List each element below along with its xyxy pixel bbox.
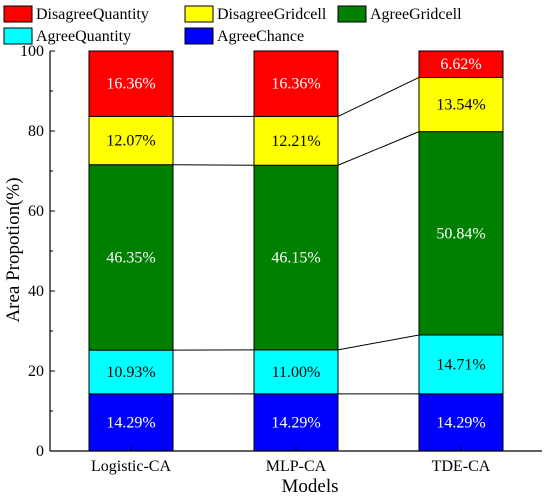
data-label-disagreequantity-mlp-ca: 16.36%: [271, 76, 320, 93]
bar-disagreequantity-logistic-ca: [88, 50, 174, 117]
bar-agreegridcell-mlp-ca: [253, 164, 339, 351]
bar-agreequantity-tde-ca: [418, 334, 504, 395]
legend-swatch-agreegridcell: [337, 5, 367, 23]
legend-label-disagreequantity: DisagreeQuantity: [36, 6, 149, 23]
data-label-agreegridcell-mlp-ca: 46.15%: [271, 250, 320, 267]
connector-line: [337, 131, 420, 166]
data-label-disagreegridcell-mlp-ca: 12.21%: [271, 133, 320, 150]
bar-disagreegridcell-mlp-ca: [253, 115, 339, 166]
data-label-disagreequantity-logistic-ca: 16.36%: [106, 76, 155, 93]
legend-swatch-disagreegridcell: [184, 5, 214, 23]
connector-lines: [172, 77, 420, 395]
axes: 0 20 40 60 80 100 Logistic-CA MLP-CA TDE-CA: [20, 43, 542, 475]
bar-agreegridcell-logistic-ca: [88, 164, 174, 351]
y-tick-label: 60: [28, 203, 44, 220]
bar-agreequantity-logistic-ca: [88, 349, 174, 395]
x-tick-label-logistic-ca: Logistic-CA: [91, 458, 171, 475]
bar-agreegridcell-tde-ca: [418, 131, 504, 336]
legend-label-agreegridcell: AgreeGridcell: [370, 6, 462, 23]
data-label-agreequantity-tde-ca: 14.71%: [436, 356, 485, 373]
data-label-agreequantity-mlp-ca: 11.00%: [272, 364, 321, 381]
bars: [88, 50, 504, 452]
data-label-agreegridcell-logistic-ca: 46.35%: [106, 249, 155, 266]
legend-swatch-agreequantity: [3, 27, 33, 45]
x-tick-label-tde-ca: TDE-CA: [432, 458, 491, 475]
bar-agreechance-logistic-ca: [88, 393, 174, 452]
connector-line: [337, 334, 420, 351]
connector-line: [172, 164, 255, 166]
x-tick-label-mlp-ca: MLP-CA: [266, 458, 327, 475]
connector-line: [337, 77, 420, 117]
y-tick-label: 0: [36, 443, 44, 460]
x-axis-title: Models: [282, 476, 339, 497]
y-tick-label: 40: [28, 283, 44, 300]
bar-disagreegridcell-logistic-ca: [88, 115, 174, 166]
legend-label-agreechance: AgreeChance: [217, 28, 304, 45]
data-label-agreechance-logistic-ca: 14.29%: [106, 414, 155, 431]
legend: DisagreeQuantity DisagreeGridcell AgreeGri…: [3, 5, 462, 45]
data-label-agreechance-tde-ca: 14.29%: [436, 414, 485, 431]
y-tick-label: 20: [28, 363, 44, 380]
y-tick-label: 100: [20, 43, 44, 60]
data-label-disagreegridcell-tde-ca: 13.54%: [436, 97, 485, 114]
data-label-agreechance-mlp-ca: 14.29%: [271, 414, 320, 431]
y-tick-label: 80: [28, 123, 44, 140]
bar-disagreequantity-tde-ca: [418, 50, 504, 78]
segment-labels: 14.29% 10.93% 46.35% 12.07% 16.36% 14.29% 11.0…: [106, 56, 485, 431]
data-label-agreegridcell-tde-ca: 50.84%: [436, 225, 485, 242]
legend-label-disagreegridcell: DisagreeGridcell: [217, 6, 327, 23]
legend-swatch-agreechance: [184, 27, 214, 45]
data-label-disagreegridcell-logistic-ca: 12.07%: [106, 133, 155, 150]
bar-disagreequantity-mlp-ca: [253, 50, 339, 117]
y-axis-title: Area Propotion(%): [3, 177, 24, 322]
legend-swatch-disagreequantity: [3, 5, 33, 23]
data-label-disagreequantity-tde-ca: 6.62%: [440, 56, 481, 73]
bar-agreechance-tde-ca: [418, 393, 504, 452]
data-label-agreequantity-logistic-ca: 10.93%: [106, 364, 155, 381]
legend-label-agreequantity: AgreeQuantity: [36, 28, 131, 45]
